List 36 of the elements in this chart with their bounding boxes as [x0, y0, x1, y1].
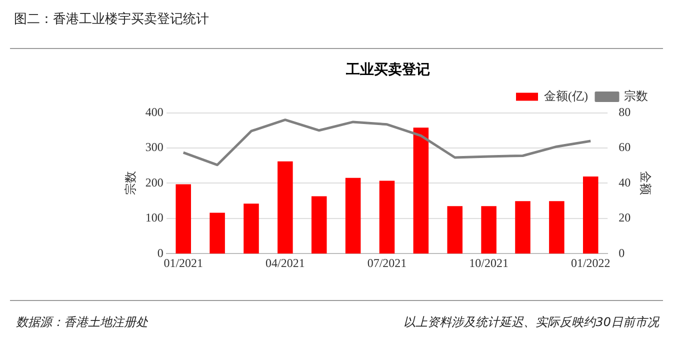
legend-label: 金额(亿): [544, 88, 588, 103]
y-axis-title: 宗数: [123, 171, 138, 196]
y2-axis-title: 金额: [638, 171, 653, 196]
bar: [176, 184, 192, 254]
x-tick-label: 01/2021: [164, 256, 204, 270]
x-tick-label: 10/2021: [469, 256, 508, 270]
legend-label: 宗数: [624, 88, 648, 103]
x-tick-label: 07/2021: [367, 256, 407, 270]
y-tick-label: 0: [157, 246, 164, 260]
bar: [481, 206, 496, 254]
bar: [210, 212, 225, 254]
text: 数据源：香港土地注册处: [16, 314, 148, 331]
bar: [447, 206, 463, 254]
bar: [379, 180, 395, 254]
y2-tick-label: 60: [618, 140, 631, 154]
y2-tick-label: 20: [618, 210, 631, 225]
bar: [244, 204, 259, 254]
bar: [549, 201, 564, 254]
bar: [278, 161, 293, 254]
text: 图二：香港工业楼宇买卖登记统计: [14, 11, 209, 28]
bar: [515, 201, 530, 254]
bar: [345, 178, 361, 254]
y-tick-label: 200: [145, 175, 164, 190]
y2-tick-label: 80: [618, 104, 631, 119]
y-tick-label: 400: [145, 104, 164, 119]
x-tick-label: 01/2022: [570, 256, 610, 270]
bar: [311, 196, 327, 254]
y2-tick-label: 40: [618, 175, 631, 190]
y2-tick-label: 0: [618, 246, 625, 260]
y-tick-label: 300: [145, 140, 164, 154]
bar: [582, 176, 598, 254]
bar: [413, 128, 429, 254]
chart-title: 工业买卖登记: [345, 62, 430, 78]
y-tick-label: 100: [145, 210, 164, 225]
text: 以上资料涉及统计延迟、实际反映约30日前市况: [404, 314, 659, 331]
x-tick-label: 04/2021: [266, 256, 305, 270]
